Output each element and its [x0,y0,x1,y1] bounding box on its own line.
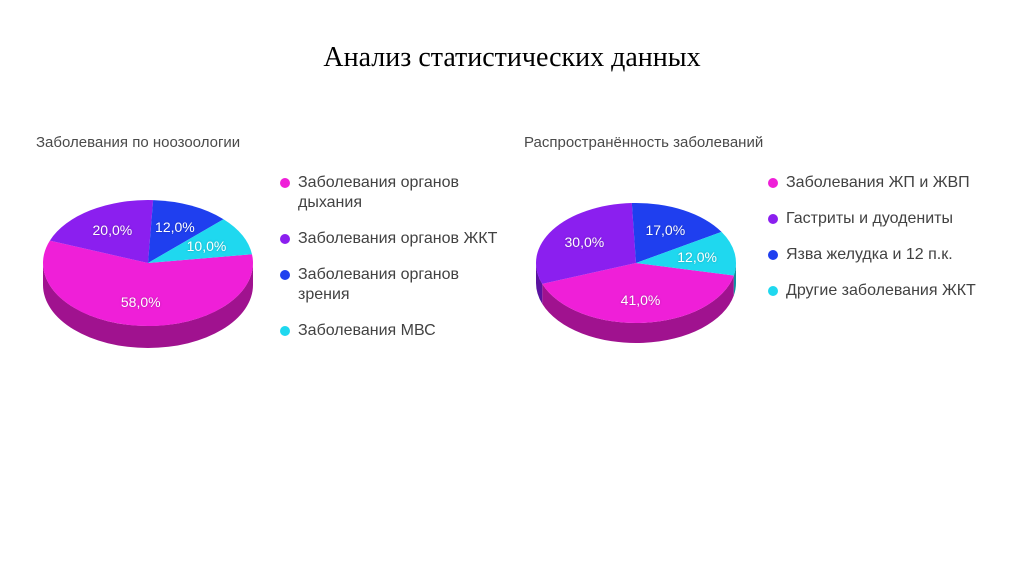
pie-slice-label: 20,0% [92,222,132,238]
legend-item: Заболевания органов ЖКТ [280,229,500,249]
legend-swatch [768,250,778,260]
legend-swatch [768,178,778,188]
legend-item: Заболевания органов зрения [280,265,500,305]
chart-block: Заболевания по ноозоологии 58,0% 20,0% 12,… [28,134,508,369]
legend-label: Другие заболевания ЖКТ [786,281,976,301]
pie-slice-label: 12,0% [677,249,717,265]
chart-title: Заболевания по ноозоологии [36,134,240,151]
legend: Заболевания ЖП и ЖВП Гастриты и дуодениты… [768,169,976,301]
legend-label: Заболевания МВС [298,321,436,341]
legend-swatch [768,214,778,224]
legend-label: Заболевания органов зрения [298,265,500,305]
legend-swatch [280,234,290,244]
legend-swatch [280,270,290,280]
legend-item: Заболевания органов дыхания [280,173,500,213]
page-title: Анализ статистических данных [0,0,1024,74]
legend-item: Язва желудка и 12 п.к. [768,245,976,265]
pie-slice-label: 41,0% [621,292,661,308]
legend-swatch [280,326,290,336]
legend-item: Заболевания МВС [280,321,500,341]
chart-block: Распространённость заболеваний 41,0% 30,0… [516,134,996,369]
legend-item: Заболевания ЖП и ЖВП [768,173,976,193]
pie-slice-label: 30,0% [564,234,604,250]
pie-slice-label: 58,0% [121,294,161,310]
pie-slice-label: 10,0% [187,238,227,254]
pie-slice-label: 17,0% [645,222,685,238]
legend-label: Заболевания органов дыхания [298,173,500,213]
legend-item: Другие заболевания ЖКТ [768,281,976,301]
charts-row: Заболевания по ноозоологии 58,0% 20,0% 12,… [0,74,1024,369]
legend-label: Язва желудка и 12 п.к. [786,245,953,265]
pie-chart: 41,0% 30,0% 17,0% 12,0% [516,169,756,369]
chart-body: 58,0% 20,0% 12,0% 10,0% Заболевания органов… [28,169,500,369]
chart-title: Распространённость заболеваний [524,134,763,151]
legend-label: Гастриты и дуодениты [786,209,953,229]
legend-item: Гастриты и дуодениты [768,209,976,229]
pie-chart: 58,0% 20,0% 12,0% 10,0% [28,169,268,369]
legend-swatch [768,286,778,296]
chart-body: 41,0% 30,0% 17,0% 12,0% Заболевания ЖП и ЖВ… [516,169,976,369]
legend-label: Заболевания ЖП и ЖВП [786,173,970,193]
legend-label: Заболевания органов ЖКТ [298,229,497,249]
legend: Заболевания органов дыхания Заболевания о… [280,169,500,341]
legend-swatch [280,178,290,188]
pie-slice-label: 12,0% [155,219,195,235]
